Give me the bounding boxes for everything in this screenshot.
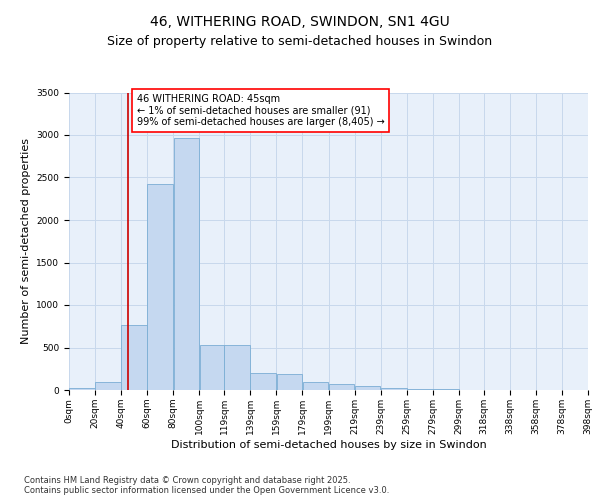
- Bar: [355, 386, 380, 390]
- Text: Contains HM Land Registry data © Crown copyright and database right 2025.
Contai: Contains HM Land Registry data © Crown c…: [24, 476, 389, 495]
- Bar: [302, 382, 328, 390]
- Bar: [224, 345, 250, 390]
- Bar: [69, 388, 95, 390]
- Bar: [200, 345, 224, 390]
- Text: 46 WITHERING ROAD: 45sqm
← 1% of semi-detached houses are smaller (91)
99% of se: 46 WITHERING ROAD: 45sqm ← 1% of semi-de…: [137, 94, 385, 128]
- Bar: [433, 389, 459, 390]
- Bar: [381, 388, 407, 390]
- Bar: [173, 138, 199, 390]
- Bar: [95, 382, 121, 390]
- Bar: [121, 326, 147, 390]
- Bar: [277, 374, 302, 390]
- Text: 46, WITHERING ROAD, SWINDON, SN1 4GU: 46, WITHERING ROAD, SWINDON, SN1 4GU: [150, 16, 450, 30]
- Bar: [407, 388, 433, 390]
- X-axis label: Distribution of semi-detached houses by size in Swindon: Distribution of semi-detached houses by …: [170, 440, 487, 450]
- Bar: [250, 373, 276, 390]
- Y-axis label: Number of semi-detached properties: Number of semi-detached properties: [21, 138, 31, 344]
- Bar: [148, 184, 173, 390]
- Bar: [329, 384, 355, 390]
- Text: Size of property relative to semi-detached houses in Swindon: Size of property relative to semi-detach…: [107, 35, 493, 48]
